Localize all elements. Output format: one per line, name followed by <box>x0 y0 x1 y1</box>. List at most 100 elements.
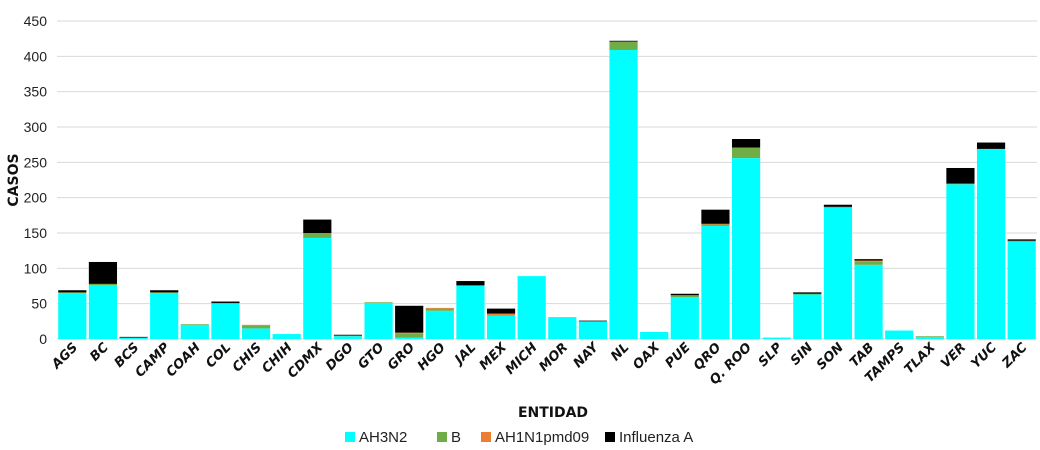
bar-segment <box>119 336 148 338</box>
bar-segment <box>854 261 883 265</box>
bar-segment <box>793 292 822 294</box>
bar-segment <box>303 237 332 339</box>
bar-segment <box>150 293 179 339</box>
bar-segment <box>150 292 179 294</box>
legend-label: AH3N2 <box>359 429 407 446</box>
bar-segment <box>701 223 730 225</box>
bar-segment <box>854 260 883 262</box>
bar-segment <box>456 286 485 339</box>
bar-segment <box>180 324 209 339</box>
bar-segment <box>946 184 975 339</box>
bar-segment <box>241 324 271 326</box>
bar-segment <box>609 41 638 50</box>
x-tick-label: CHIS <box>230 340 265 375</box>
x-tick-label: TLAX <box>902 340 940 378</box>
bar-segment <box>272 334 301 339</box>
bar-segment <box>58 290 87 293</box>
bar-segment <box>976 142 1006 149</box>
x-tick-label: GRO <box>385 340 418 373</box>
bar-segment <box>395 337 424 339</box>
bar-segment <box>762 337 791 339</box>
y-tick-label: 150 <box>24 225 48 241</box>
bar-segment <box>701 225 730 339</box>
x-tick-label: SIN <box>788 340 816 368</box>
bar-segment <box>425 307 454 309</box>
bar-segment <box>180 324 209 325</box>
bar-segment <box>303 233 332 238</box>
x-tick-label: HGO <box>415 340 449 374</box>
bar-segment <box>395 333 424 338</box>
bar-segment <box>670 295 699 298</box>
y-tick-labels: 0 50 100 150 200 250 300 350 400 450 <box>24 13 48 347</box>
bar-segment <box>88 283 118 286</box>
bar-segment <box>731 158 761 339</box>
bar-segment <box>915 336 944 337</box>
y-tick-label: 400 <box>24 48 48 64</box>
bar-segment <box>578 321 608 339</box>
bar-segment <box>609 49 638 340</box>
x-tick-label: OAX <box>630 340 663 373</box>
bar-segment <box>58 293 87 339</box>
y-tick-label: 100 <box>24 260 48 276</box>
x-tick-label: AGS <box>49 340 82 373</box>
bar-segment <box>211 301 240 303</box>
y-tick-label: 0 <box>39 331 47 347</box>
bar-segment <box>88 261 118 284</box>
y-tick-label: 300 <box>24 119 48 135</box>
bar-segment <box>425 308 454 311</box>
bar-segment <box>548 317 577 339</box>
bar-segment <box>333 336 363 339</box>
bar-segment <box>364 302 393 339</box>
bar-segment <box>333 334 363 336</box>
legend-swatch <box>437 432 447 442</box>
bar-segment <box>701 224 730 226</box>
x-tick-label: DGO <box>323 340 357 374</box>
bar-segment <box>854 259 883 261</box>
bar-segment <box>486 308 516 314</box>
x-tick-label: NL <box>608 340 632 364</box>
bar-segment <box>486 315 516 339</box>
y-tick-label: 350 <box>24 84 48 100</box>
y-axis-title: CASOS <box>6 153 22 206</box>
bar-segment <box>640 331 669 339</box>
bar-segment <box>241 325 271 329</box>
x-tick-label: COL <box>203 340 234 371</box>
bar-segment <box>364 302 393 303</box>
bar-segment <box>211 303 240 339</box>
x-tick-label: CDMX <box>285 340 327 382</box>
x-tick-label: NAY <box>571 339 603 371</box>
bar-segment <box>1007 239 1036 241</box>
legend-swatch <box>345 432 355 442</box>
y-tick-label: 450 <box>24 13 48 29</box>
bar-segment <box>885 330 914 339</box>
bar-segment <box>88 285 118 339</box>
legend-label: B <box>451 429 461 446</box>
bar-segment <box>793 294 822 339</box>
bar-segment <box>731 139 761 148</box>
gridlines <box>57 20 1037 340</box>
bar-segment <box>823 207 853 339</box>
bar-segment <box>793 293 822 295</box>
bars <box>58 40 1036 340</box>
bar-segment <box>1007 241 1036 339</box>
x-tick-label: JAL <box>450 340 479 369</box>
bar-segment <box>119 337 148 339</box>
bar-segment <box>303 219 332 233</box>
x-tick-label: MOR <box>536 340 571 375</box>
legend-swatch <box>605 432 615 442</box>
bar-segment <box>425 310 454 339</box>
bar-segment <box>395 332 424 334</box>
x-tick-label: MICH <box>503 340 541 378</box>
bar-segment <box>456 285 485 286</box>
bar-segment <box>150 290 179 293</box>
bar-segment <box>58 292 87 294</box>
x-tick-label: GTO <box>355 340 387 372</box>
y-tick-label: 250 <box>24 154 48 170</box>
bar-segment <box>823 204 853 207</box>
bar-segment <box>976 148 1006 339</box>
bar-segment <box>578 320 608 322</box>
x-tick-label: ZAC <box>999 340 1031 372</box>
x-tick-label: COAH <box>164 340 204 380</box>
